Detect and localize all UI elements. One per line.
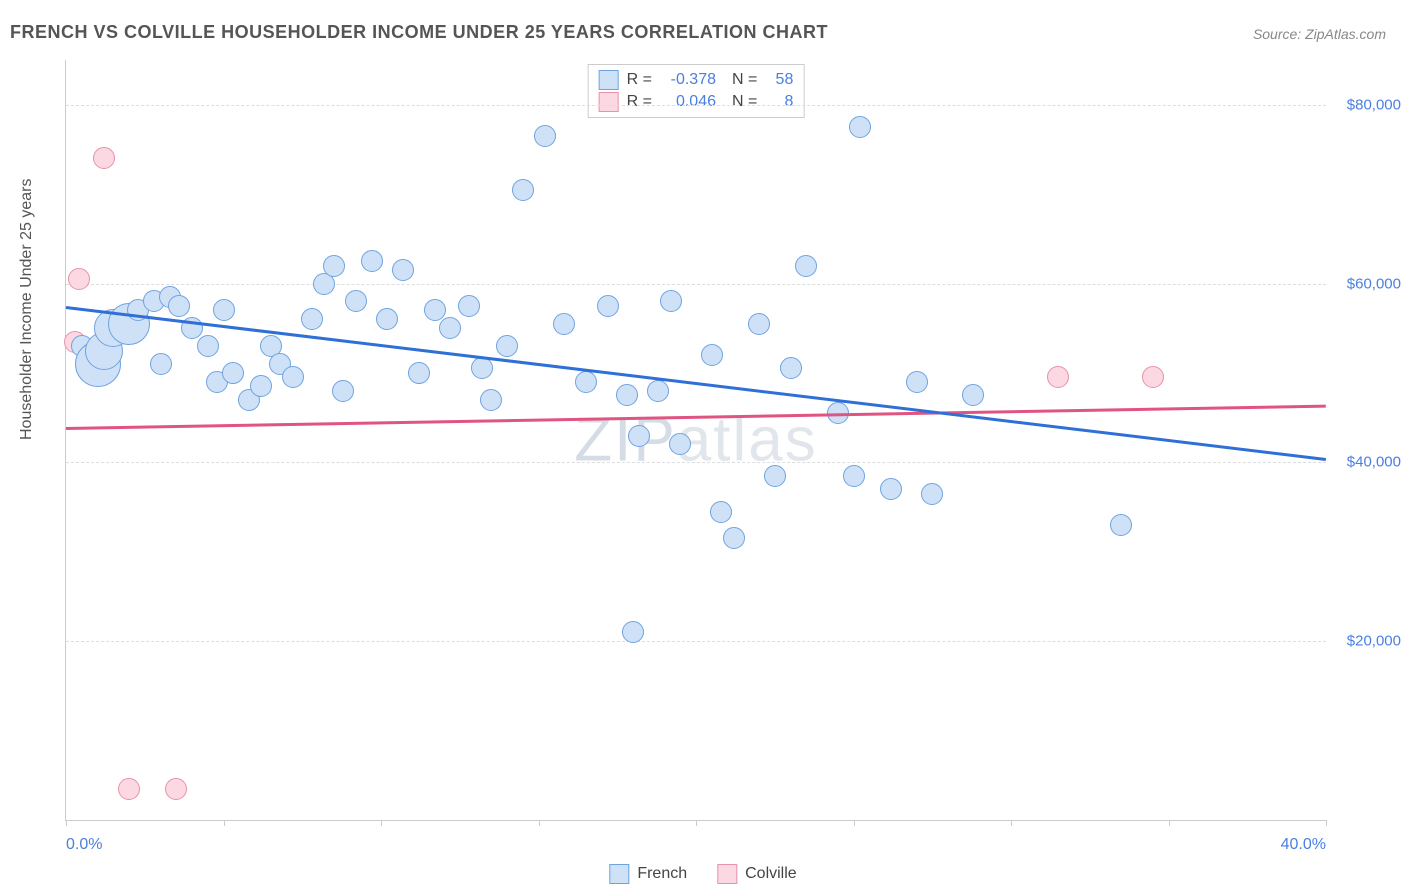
data-point-french xyxy=(710,501,732,523)
data-point-french xyxy=(921,483,943,505)
legend-item-colville: Colville xyxy=(717,864,797,884)
data-point-french xyxy=(880,478,902,500)
correlation-legend: R = -0.378 N = 58 R = 0.046 N = 8 xyxy=(588,64,805,118)
x-tick-label: 40.0% xyxy=(1281,836,1326,854)
data-point-french xyxy=(332,380,354,402)
n-value-colville: 8 xyxy=(765,93,793,111)
gridline xyxy=(66,462,1326,463)
chart-title: FRENCH VS COLVILLE HOUSEHOLDER INCOME UN… xyxy=(10,22,828,43)
data-point-french xyxy=(250,375,272,397)
data-point-french xyxy=(843,465,865,487)
data-point-french xyxy=(764,465,786,487)
data-point-french xyxy=(795,255,817,277)
data-point-french xyxy=(512,179,534,201)
gridline xyxy=(66,105,1326,106)
data-point-french xyxy=(622,621,644,643)
x-tick xyxy=(854,820,855,826)
r-value-colville: 0.046 xyxy=(660,93,716,111)
data-point-french xyxy=(780,357,802,379)
legend-label-french: French xyxy=(637,865,687,883)
x-tick xyxy=(539,820,540,826)
plot-area: ZIPatlas R = -0.378 N = 58 R = 0.046 N =… xyxy=(65,60,1326,821)
swatch-french xyxy=(609,864,629,884)
data-point-french xyxy=(345,290,367,312)
r-label: R = xyxy=(627,93,652,111)
y-tick-label: $40,000 xyxy=(1331,454,1401,471)
x-tick xyxy=(1326,820,1327,826)
data-point-french xyxy=(424,299,446,321)
data-point-french xyxy=(906,371,928,393)
n-label: N = xyxy=(732,71,757,89)
data-point-french xyxy=(748,313,770,335)
gridline xyxy=(66,284,1326,285)
y-tick-label: $60,000 xyxy=(1331,275,1401,292)
x-tick xyxy=(381,820,382,826)
data-point-french xyxy=(197,335,219,357)
source-attribution: Source: ZipAtlas.com xyxy=(1253,26,1386,42)
swatch-colville xyxy=(599,92,619,112)
data-point-french xyxy=(480,389,502,411)
data-point-french xyxy=(1110,514,1132,536)
data-point-french xyxy=(962,384,984,406)
gridline xyxy=(66,641,1326,642)
data-point-colville xyxy=(93,147,115,169)
data-point-french xyxy=(150,353,172,375)
y-tick-label: $20,000 xyxy=(1331,633,1401,650)
data-point-french xyxy=(534,125,556,147)
data-point-colville xyxy=(1047,366,1069,388)
data-point-french xyxy=(458,295,480,317)
data-point-french xyxy=(660,290,682,312)
data-point-french xyxy=(616,384,638,406)
data-point-french xyxy=(471,357,493,379)
data-point-french xyxy=(282,366,304,388)
data-point-french xyxy=(168,295,190,317)
data-point-colville xyxy=(68,268,90,290)
n-value-french: 58 xyxy=(765,71,793,89)
data-point-french xyxy=(213,299,235,321)
data-point-french xyxy=(496,335,518,357)
r-label: R = xyxy=(627,71,652,89)
data-point-french xyxy=(222,362,244,384)
x-tick xyxy=(224,820,225,826)
data-point-colville xyxy=(165,778,187,800)
data-point-french xyxy=(701,344,723,366)
data-point-french xyxy=(628,425,650,447)
swatch-colville xyxy=(717,864,737,884)
y-tick-label: $80,000 xyxy=(1331,96,1401,113)
data-point-french xyxy=(408,362,430,384)
data-point-french xyxy=(301,308,323,330)
data-point-french xyxy=(439,317,461,339)
legend-label-colville: Colville xyxy=(745,865,797,883)
series-legend: French Colville xyxy=(609,864,796,884)
legend-item-french: French xyxy=(609,864,687,884)
data-point-french xyxy=(575,371,597,393)
x-tick-label: 0.0% xyxy=(66,836,102,854)
data-point-french xyxy=(669,433,691,455)
y-axis-label: Householder Income Under 25 years xyxy=(18,179,36,440)
data-point-french xyxy=(723,527,745,549)
data-point-french xyxy=(392,259,414,281)
data-point-french xyxy=(323,255,345,277)
x-tick xyxy=(1011,820,1012,826)
data-point-french xyxy=(376,308,398,330)
data-point-french xyxy=(647,380,669,402)
data-point-french xyxy=(553,313,575,335)
x-tick xyxy=(66,820,67,826)
data-point-french xyxy=(849,116,871,138)
x-tick xyxy=(1169,820,1170,826)
r-value-french: -0.378 xyxy=(660,71,716,89)
n-label: N = xyxy=(732,93,757,111)
correlation-row-colville: R = 0.046 N = 8 xyxy=(599,91,794,113)
data-point-colville xyxy=(1142,366,1164,388)
data-point-french xyxy=(361,250,383,272)
data-point-colville xyxy=(118,778,140,800)
correlation-row-french: R = -0.378 N = 58 xyxy=(599,69,794,91)
data-point-french xyxy=(597,295,619,317)
x-tick xyxy=(696,820,697,826)
swatch-french xyxy=(599,70,619,90)
